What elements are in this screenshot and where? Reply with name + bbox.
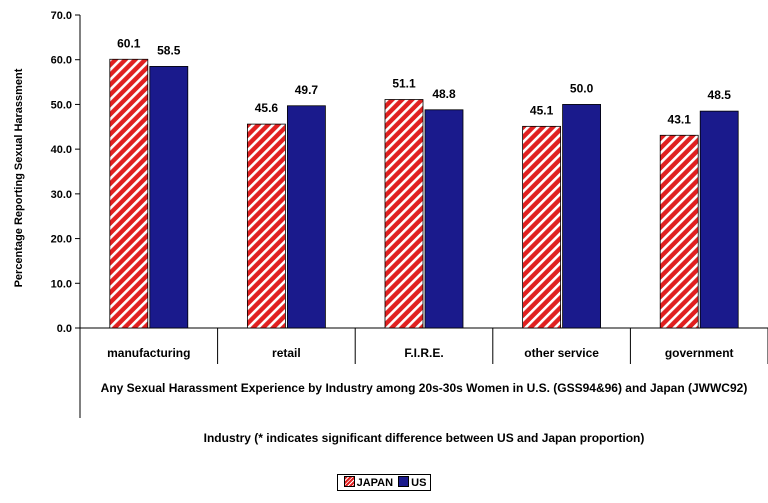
data-label-japan-0: 60.1 xyxy=(117,36,141,50)
x-tick-label: F.I.R.E. xyxy=(404,346,443,360)
bar-japan-2 xyxy=(384,99,424,329)
bar-us-0 xyxy=(149,66,189,329)
y-tick-label: 40.0 xyxy=(51,144,72,156)
bar-us-3 xyxy=(562,104,601,329)
y-tick-label: 50.0 xyxy=(51,99,72,111)
legend: JAPAN US xyxy=(0,474,768,491)
x-tick-label: retail xyxy=(272,346,301,360)
data-label-us-4: 48.5 xyxy=(708,88,732,102)
y-tick-label: 10.0 xyxy=(51,278,72,290)
x-tick-label: other service xyxy=(524,346,599,360)
data-label-japan-4: 43.1 xyxy=(668,112,692,126)
data-label-us-2: 48.8 xyxy=(432,87,456,101)
data-label-us-0: 58.5 xyxy=(157,43,181,57)
bar-us-1 xyxy=(286,105,326,329)
x-axis-label: Industry (* indicates significant differ… xyxy=(203,431,645,445)
legend-swatch-us xyxy=(398,476,410,487)
bars xyxy=(109,58,739,329)
x-tick-label: government xyxy=(665,346,734,360)
y-tick-label: 0.0 xyxy=(57,323,72,335)
bar-japan-1 xyxy=(246,123,286,329)
bar-japan-0 xyxy=(109,58,149,329)
legend-label-japan: JAPAN xyxy=(356,477,394,489)
bar-us-4 xyxy=(699,110,739,329)
y-tick-label: 70.0 xyxy=(51,10,72,22)
data-label-us-3: 50.0 xyxy=(570,81,594,95)
data-label-us-1: 49.7 xyxy=(295,83,319,97)
y-tick-label: 20.0 xyxy=(51,234,72,246)
bar-japan-4 xyxy=(659,134,699,329)
y-tick-label: 60.0 xyxy=(51,55,72,67)
y-tick-label: 30.0 xyxy=(51,189,72,201)
data-label-japan-3: 45.1 xyxy=(530,103,554,117)
bar-us-2 xyxy=(424,109,464,329)
legend-label-us: US xyxy=(411,477,427,489)
bar-chart: Percentage Reporting Sexual Harassment 0… xyxy=(13,10,768,418)
data-label-japan-1: 45.6 xyxy=(255,101,279,115)
axes: 0.0 10.0 20.0 30.0 40.0 50.0 60.0 70.0 manufactu… xyxy=(51,10,768,418)
legend-swatch-japan xyxy=(343,476,355,487)
data-label-japan-2: 51.1 xyxy=(392,77,416,91)
x-tick-label: manufacturing xyxy=(107,346,190,360)
y-axis-label: Percentage Reporting Sexual Harassment xyxy=(13,68,25,287)
data-labels: 60.1 58.5 45.6 49.7 51.1 48.8 45.1 50.0 43.1 48.5 xyxy=(117,36,731,126)
chart-caption: Any Sexual Harassment Experience by Indu… xyxy=(100,381,748,395)
bar-japan-3 xyxy=(522,125,561,329)
